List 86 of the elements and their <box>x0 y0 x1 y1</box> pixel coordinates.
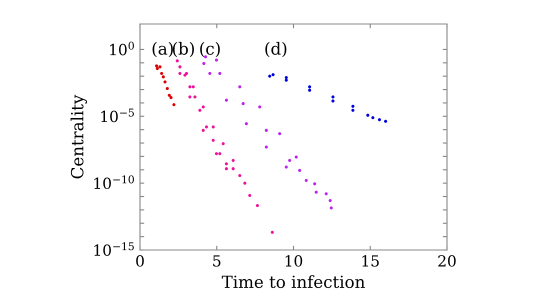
point <box>371 116 374 120</box>
point <box>193 95 197 98</box>
point <box>238 174 242 178</box>
x-tick-label: 5 <box>213 255 220 267</box>
point <box>272 73 275 76</box>
point <box>314 190 318 194</box>
point <box>192 85 195 88</box>
y-tick-label: 10$^{−15}$ <box>94 242 134 256</box>
point <box>304 178 308 182</box>
point <box>202 128 205 132</box>
x-axis-title: Time to infection <box>222 275 365 288</box>
y-tick-label: 10$^{0}$ <box>110 42 134 56</box>
x-tick-label: 10 <box>286 255 302 267</box>
point <box>278 132 282 136</box>
point <box>264 128 268 132</box>
x-tick-label: 20 <box>438 255 456 267</box>
point <box>212 138 215 142</box>
point <box>214 152 218 156</box>
point <box>284 165 288 169</box>
x-tick-label: 15 <box>362 255 379 267</box>
y-tick-label: 10$^{−10}$ <box>94 175 134 190</box>
point <box>298 168 302 172</box>
point <box>202 105 205 109</box>
point <box>224 167 228 170</box>
point <box>224 162 228 166</box>
point <box>176 59 179 62</box>
point <box>324 192 328 196</box>
point <box>158 65 162 68</box>
point <box>169 96 173 100</box>
annotation: (a) <box>152 42 173 58</box>
point <box>284 76 288 80</box>
point <box>168 94 171 97</box>
point <box>162 75 165 78</box>
point <box>378 118 382 122</box>
point <box>242 102 245 106</box>
point <box>308 88 312 92</box>
point <box>351 108 354 112</box>
point <box>202 62 206 66</box>
point <box>178 72 182 76</box>
point <box>248 194 252 198</box>
y-axis-title: Centrality <box>70 94 87 178</box>
point <box>156 67 159 70</box>
point <box>198 108 202 112</box>
x-tick-label: 0 <box>136 255 144 267</box>
point <box>264 146 268 149</box>
point <box>163 80 167 84</box>
point <box>351 104 354 108</box>
point <box>172 103 176 106</box>
point <box>384 120 388 123</box>
point <box>218 72 222 76</box>
point <box>214 58 218 62</box>
point <box>188 85 192 88</box>
point <box>308 85 312 88</box>
point <box>294 156 298 159</box>
point <box>256 204 259 208</box>
point <box>222 142 225 146</box>
point <box>155 64 158 68</box>
point <box>330 206 333 210</box>
point <box>232 167 235 170</box>
annotation: (b) <box>172 42 194 58</box>
point <box>366 114 370 117</box>
point <box>331 95 335 98</box>
point <box>288 158 292 162</box>
point <box>224 98 228 102</box>
annotation: (d) <box>265 42 286 58</box>
point <box>208 72 212 76</box>
point <box>243 182 246 185</box>
point <box>238 85 242 88</box>
y-tick-label: 10$^{−5}$ <box>101 108 134 122</box>
point <box>270 230 274 234</box>
point <box>166 86 169 90</box>
point <box>258 105 262 109</box>
point <box>218 152 222 156</box>
point <box>284 78 288 82</box>
point <box>331 99 335 103</box>
point <box>268 74 272 78</box>
point <box>232 158 235 162</box>
point <box>244 122 248 126</box>
point <box>160 72 164 76</box>
point <box>178 65 182 68</box>
point <box>188 95 192 98</box>
point <box>212 125 215 128</box>
point <box>204 125 208 128</box>
point <box>328 198 332 202</box>
point <box>313 182 316 186</box>
annotation: (c) <box>200 42 220 58</box>
